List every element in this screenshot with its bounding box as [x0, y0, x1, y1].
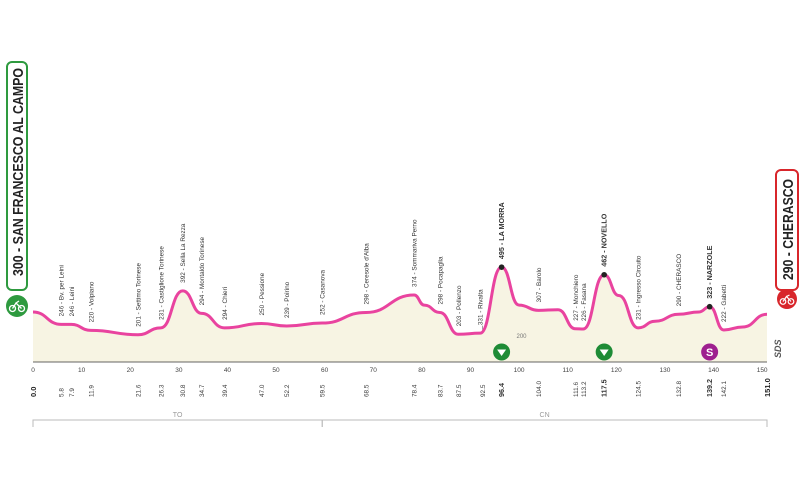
cyclist-finish-icon: [777, 289, 797, 309]
waypoint-label: 294 - Montaldo Torinese: [199, 236, 206, 305]
x-tick-label: 10: [78, 367, 86, 374]
x-tick-label: 140: [708, 367, 719, 374]
x-tick-label: 150: [757, 367, 768, 374]
feed-zone-arrow-icon: [599, 349, 609, 356]
start-label: 300 - SAN FRANCESCO AL CAMPO: [11, 68, 27, 276]
start-badge: 300 - SAN FRANCESCO AL CAMPO: [6, 61, 28, 317]
altitude-reference-label: 200: [517, 334, 528, 340]
x-axis-ticks: 0 10 20 30 40 50 60 70 80 90 100 110 120 130 140 150: [31, 367, 768, 374]
x-tick-label: 20: [127, 367, 135, 374]
waypoint-km-label: 142.1: [721, 381, 728, 397]
x-tick-label: 30: [175, 367, 183, 374]
x-tick-label: 90: [467, 367, 475, 374]
x-tick-label: 70: [370, 367, 378, 374]
feed-zone-arrow-icon: [497, 349, 507, 356]
x-tick-label: 0: [31, 367, 35, 374]
waypoint-label: 252 - Casanova: [320, 269, 327, 315]
waypoint-km-label: 47.0: [259, 384, 266, 397]
waypoint-label: 226 - Fasana: [581, 283, 588, 321]
waypoint-km-label: 117.5: [600, 379, 609, 397]
x-tick-label: 80: [418, 367, 426, 374]
waypoint-label: 239 - Poirino: [284, 281, 291, 318]
waypoint-label: 231 - Castiglione Torinese: [158, 246, 165, 320]
waypoint-label: 231 - Ingresso Circuito: [636, 255, 643, 320]
profile-line: [32, 265, 768, 337]
summit-dot: [601, 271, 607, 278]
x-tick-label: 130: [659, 367, 670, 374]
route-markers: S: [493, 343, 719, 361]
province-label: TO: [173, 412, 183, 419]
sprint-marker: [701, 343, 719, 361]
province-bracket: [321, 419, 768, 427]
summit-dots: [498, 264, 713, 310]
waypoint-label: 323 - NARZOLE: [705, 245, 714, 298]
waypoint-label: 203 - Pollenzo: [456, 285, 463, 326]
summit-dot: [498, 264, 505, 270]
waypoint-label: 246 - Bv. per Leini: [59, 265, 66, 316]
waypoint-km-label: 111.6: [573, 382, 580, 397]
waypoint-km-label: 7.9: [69, 388, 76, 397]
finish-label: 290 - CHERASCO: [781, 179, 797, 280]
waypoint-km-label: 113.2: [581, 381, 588, 397]
waypoint-label: 250 - Pessione: [259, 272, 266, 315]
waypoint-label: 294 - Chieri: [222, 287, 229, 320]
waypoint-km-label: 21.6: [135, 384, 142, 397]
waypoint-labels: 246 - Bv. per Leini 246 - Leini 220 - Volp…: [59, 202, 729, 326]
waypoint-km-label: 59.5: [320, 384, 327, 397]
x-tick-label: 120: [611, 367, 622, 374]
waypoint-label: 201 - Settimo Torinese: [135, 263, 142, 327]
waypoint-km-label: 132.8: [676, 381, 683, 397]
province-bracket: [32, 419, 323, 427]
waypoint-label: 462 - NOVELLO: [600, 213, 609, 267]
waypoint-label: 374 - Sommariva Perno: [412, 219, 419, 287]
waypoint-label: 220 - Volpiano: [88, 281, 95, 322]
x-tick-label: 50: [272, 367, 280, 374]
waypoint-km-label: 26.3: [158, 384, 165, 397]
waypoint-km-label: 124.5: [636, 381, 643, 397]
sprint-marker-letter: S: [706, 347, 713, 359]
waypoint-km-label: 11.9: [88, 385, 95, 397]
finish-badge: 290 - CHERASCO: [775, 169, 799, 309]
waypoint-km-label: 104.0: [536, 381, 543, 397]
waypoint-km-label: 87.5: [456, 384, 463, 397]
waypoint-label: 307 - Barolo: [536, 267, 543, 302]
endpoint-km-label: 0.0: [29, 387, 38, 397]
waypoint-km-label: 139.2: [705, 379, 714, 397]
waypoint-label: 227 - Monchiero: [573, 274, 580, 321]
waypoint-label: 298 - Ceresole d'Alba: [363, 243, 370, 305]
x-tick-label: 40: [224, 367, 232, 374]
waypoint-label: 246 - Leini: [69, 287, 76, 317]
waypoint-km-label: 30.8: [180, 384, 187, 397]
cyclist-start-icon: [6, 295, 28, 317]
waypoint-km-label: 96.4: [497, 383, 506, 397]
province-brackets: TO CN: [32, 412, 768, 427]
x-tick-label: 60: [321, 367, 329, 374]
summit-dot: [706, 303, 713, 310]
waypoint-km-label: 34.7: [199, 384, 206, 397]
waypoint-km-labels: 5.8 7.9 11.9 21.6 26.3 30.8 34.7 39.4 47.0 52.2 59…: [29, 378, 772, 397]
waypoint-km-label: 39.4: [222, 384, 229, 397]
province-label: CN: [540, 412, 550, 419]
waypoint-label: 495 - LA MORRA: [497, 202, 506, 259]
waypoint-km-label: 5.8: [59, 388, 66, 397]
waypoint-label: 298 - Pocapaglia: [437, 256, 444, 304]
x-tick-label: 110: [563, 367, 574, 374]
waypoint-label: 331 - Rivalta: [478, 289, 485, 325]
waypoint-label: 222 - Gabetti: [721, 285, 728, 322]
waypoint-label: 392 - Sella La Rezza: [180, 223, 187, 283]
profile-area: [33, 267, 767, 362]
waypoint-km-label: 52.2: [284, 384, 291, 397]
sds-logo: SDS: [773, 339, 783, 358]
waypoint-km-label: 83.7: [437, 384, 444, 397]
endpoint-km-label: 151.0: [763, 378, 772, 397]
waypoint-km-label: 92.5: [480, 384, 487, 397]
waypoint-km-label: 68.5: [363, 384, 370, 397]
waypoint-label: 290 - CHERASCO: [676, 254, 683, 307]
waypoint-km-label: 78.4: [412, 384, 419, 397]
x-tick-label: 100: [514, 367, 525, 374]
